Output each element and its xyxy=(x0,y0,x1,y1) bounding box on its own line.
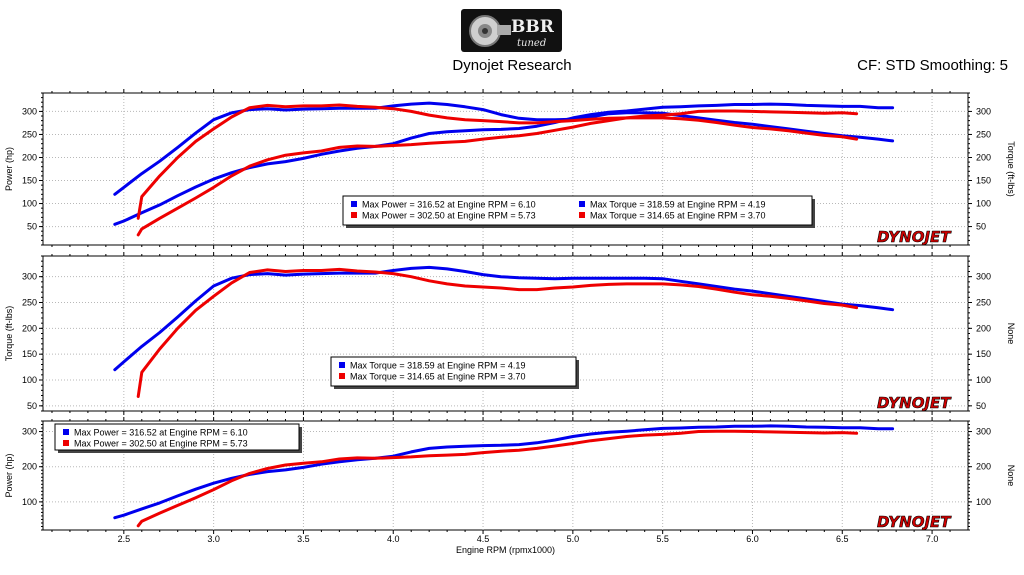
y-tick-label-right: 100 xyxy=(976,199,991,209)
legend-box xyxy=(330,356,577,387)
y-axis-label: Power (hp) xyxy=(4,147,14,191)
legend-entry: Max Power = 316.52 at Engine RPM = 6.10 xyxy=(362,200,536,210)
x-tick-label: 4.5 xyxy=(477,534,490,544)
legend-box xyxy=(342,195,813,226)
x-tick-label: 5.0 xyxy=(567,534,580,544)
legend-swatch xyxy=(63,440,69,446)
legend-swatch xyxy=(339,362,345,368)
report-title: Dynojet Research xyxy=(452,57,572,74)
y-tick-label-right: 200 xyxy=(976,152,991,162)
y-tick-label-right: 200 xyxy=(976,462,991,472)
y-tick-label-right: 150 xyxy=(976,349,991,359)
y-tick-label-right: 200 xyxy=(976,323,991,333)
legend-entry: Max Torque = 318.59 at Engine RPM = 4.19 xyxy=(350,361,525,371)
y-axis-label-right: None xyxy=(1006,323,1016,345)
y-tick-label-right: 50 xyxy=(976,222,986,232)
y-tick-label-right: 250 xyxy=(976,129,991,139)
x-tick-label: 2.5 xyxy=(118,534,131,544)
series-line-1-2 xyxy=(113,101,895,196)
legend-entry: Max Torque = 314.65 at Engine RPM = 3.70 xyxy=(350,372,525,382)
dynojet-brand: DYNOJET xyxy=(877,228,952,246)
y-tick-label-right: 300 xyxy=(976,272,991,282)
y-tick-label: 250 xyxy=(22,129,37,139)
y-tick-label: 300 xyxy=(22,106,37,116)
y-tick-label: 150 xyxy=(22,176,37,186)
y-tick-label-right: 300 xyxy=(976,106,991,116)
legend-swatch xyxy=(579,201,585,207)
y-tick-label-right: 300 xyxy=(976,427,991,437)
series-line-1-4 xyxy=(136,103,859,220)
series-line-2-1 xyxy=(113,265,895,372)
legend-box xyxy=(54,423,300,451)
y-tick-label: 300 xyxy=(22,272,37,282)
legend-swatch xyxy=(339,373,345,379)
logo-text: BBR xyxy=(511,17,555,37)
y-axis-label: Torque (ft-lbs) xyxy=(4,306,14,362)
y-tick-label-right: 250 xyxy=(976,298,991,308)
y-tick-label-right: 100 xyxy=(976,375,991,385)
legend-entry: Max Torque = 314.65 at Engine RPM = 3.70 xyxy=(590,211,765,221)
y-tick-label: 100 xyxy=(22,375,37,385)
correction-factor-info: CF: STD Smoothing: 5 xyxy=(857,57,1008,74)
x-tick-label: 3.5 xyxy=(297,534,310,544)
legend-swatch xyxy=(579,212,585,218)
legend-swatch xyxy=(351,212,357,218)
y-tick-label-right: 50 xyxy=(976,401,986,411)
series-line-3-2 xyxy=(136,429,859,528)
legend-entry: Max Power = 316.52 at Engine RPM = 6.10 xyxy=(74,428,248,438)
dynojet-brand: DYNOJET xyxy=(877,394,952,412)
legend-swatch xyxy=(351,201,357,207)
x-tick-label: 7.0 xyxy=(926,534,939,544)
y-axis-label-right: None xyxy=(1006,465,1016,487)
y-axis-label: Power (hp) xyxy=(4,453,14,497)
x-tick-label: 3.0 xyxy=(207,534,220,544)
y-tick-label-right: 100 xyxy=(976,497,991,507)
legend-entry: Max Torque = 318.59 at Engine RPM = 4.19 xyxy=(590,200,765,210)
x-tick-label: 6.0 xyxy=(746,534,759,544)
y-tick-label: 50 xyxy=(27,401,37,411)
series-line-2-2 xyxy=(136,267,859,398)
x-tick-label: 5.5 xyxy=(656,534,669,544)
x-tick-label: 4.0 xyxy=(387,534,400,544)
series-line-1-3 xyxy=(136,109,859,237)
y-tick-label: 200 xyxy=(22,323,37,333)
y-tick-label: 100 xyxy=(22,199,37,209)
legend-swatch xyxy=(63,429,69,435)
x-tick-label: 6.5 xyxy=(836,534,849,544)
y-axis-label-right: Torque (ft-lbs) xyxy=(1006,141,1016,197)
y-tick-label: 50 xyxy=(27,222,37,232)
y-tick-label: 200 xyxy=(22,462,37,472)
y-tick-label: 300 xyxy=(22,427,37,437)
legend-entry: Max Power = 302.50 at Engine RPM = 5.73 xyxy=(362,211,536,221)
x-axis-label: Engine RPM (rpmx1000) xyxy=(456,545,555,555)
logo-subtext: tuned xyxy=(517,38,546,49)
y-tick-label: 100 xyxy=(22,497,37,507)
y-tick-label: 200 xyxy=(22,152,37,162)
bbr-tuned-logo: BBR tuned xyxy=(461,9,562,52)
y-tick-label-right: 150 xyxy=(976,176,991,186)
dynojet-brand: DYNOJET xyxy=(877,513,952,531)
y-tick-label: 250 xyxy=(22,298,37,308)
legend-entry: Max Power = 302.50 at Engine RPM = 5.73 xyxy=(74,439,248,449)
y-tick-label: 150 xyxy=(22,349,37,359)
